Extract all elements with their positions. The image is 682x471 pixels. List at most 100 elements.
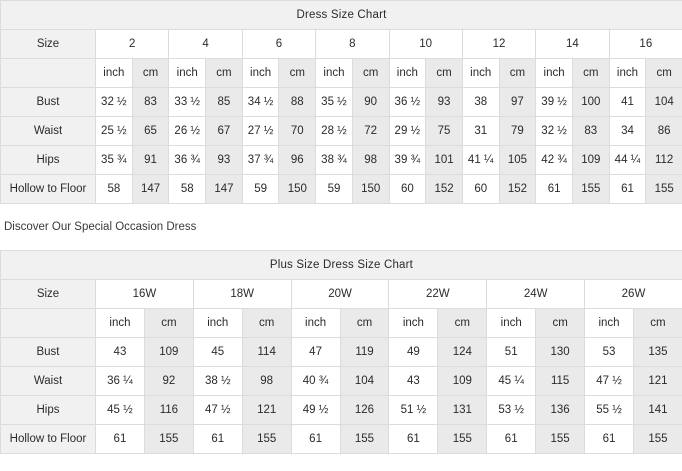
value-cell-inch: 61 (608, 174, 647, 204)
measurement-row: Hips 45 ½ 116 47 ½ 121 49 ½ 126 51 ½ 131 53 ½ 136 5… (0, 395, 682, 425)
value-cell-inch: 26 ½ (168, 116, 207, 146)
value-cell-inch: 27 ½ (241, 116, 280, 146)
value-cell-inch: 36 ¾ (168, 145, 207, 175)
measurement-label: Bust (0, 337, 96, 367)
measurement-row: Bust 43 109 45 114 47 119 49 124 51 130 53 135 (0, 337, 682, 367)
value-cell-cm: 104 (645, 87, 682, 117)
unit-header-cm: cm (143, 308, 194, 338)
size-chart-page: Dress Size Chart Size 2 4 6 8 10 12 14 16 inch cm in… (0, 0, 682, 454)
value-cell-cm: 155 (645, 174, 682, 204)
unit-header-cm: cm (131, 58, 170, 88)
size-header-cell: 10 (388, 29, 463, 59)
value-cell-cm: 150 (351, 174, 390, 204)
chart-title: Plus Size Dress Size Chart (0, 250, 682, 280)
chart-title-row: Dress Size Chart (0, 0, 682, 30)
value-cell-inch: 36 ½ (388, 87, 427, 117)
unit-row-empty-label (0, 58, 96, 88)
value-cell-cm: 126 (339, 395, 390, 425)
value-cell-cm: 100 (571, 87, 610, 117)
unit-header-cm: cm (498, 58, 537, 88)
value-cell-cm: 67 (205, 116, 243, 146)
unit-header-inch: inch (95, 308, 145, 338)
unit-header-cm: cm (205, 58, 243, 88)
special-occasion-caption-text: Discover Our Special Occasion Dress (4, 221, 197, 233)
size-header-cell: 22W (388, 279, 488, 309)
value-cell-cm: 135 (632, 337, 682, 367)
value-cell-cm: 92 (143, 366, 194, 396)
value-cell-inch: 41 ¼ (461, 145, 500, 175)
value-cell-inch: 43 (95, 337, 145, 367)
value-cell-inch: 31 (461, 116, 500, 146)
value-cell-inch: 58 (168, 174, 207, 204)
value-cell-cm: 155 (535, 424, 586, 454)
value-cell-cm: 85 (205, 87, 243, 117)
value-cell-inch: 60 (388, 174, 427, 204)
size-header-cell: 4 (168, 29, 243, 59)
value-cell-inch: 61 (290, 424, 341, 454)
unit-header-cm: cm (632, 308, 682, 338)
value-cell-cm: 152 (425, 174, 463, 204)
value-cell-inch: 59 (315, 174, 353, 204)
value-cell-inch: 45 ¼ (486, 366, 537, 396)
value-cell-inch: 40 ¾ (290, 366, 341, 396)
value-cell-cm: 141 (632, 395, 682, 425)
unit-header-inch: inch (584, 308, 634, 338)
value-cell-inch: 53 ½ (486, 395, 537, 425)
value-cell-cm: 109 (571, 145, 610, 175)
size-header-cell: 16W (95, 279, 194, 309)
value-cell-cm: 147 (205, 174, 243, 204)
value-cell-cm: 150 (278, 174, 317, 204)
measurement-label: Waist (0, 116, 96, 146)
measurement-row: Waist 25 ½ 65 26 ½ 67 27 ½ 70 28 ½ 72 29 ½ 75 31 79 3… (0, 116, 682, 146)
value-cell-cm: 90 (351, 87, 390, 117)
value-cell-cm: 83 (571, 116, 610, 146)
value-cell-inch: 45 (192, 337, 243, 367)
value-cell-cm: 115 (535, 366, 586, 396)
value-cell-inch: 61 (95, 424, 145, 454)
size-header-cell: 2 (94, 29, 170, 59)
unit-header-inch: inch (608, 58, 647, 88)
value-cell-inch: 61 (388, 424, 439, 454)
value-cell-inch: 34 ½ (241, 87, 280, 117)
dress-size-chart-table: Dress Size Chart Size 2 4 6 8 10 12 14 16 inch cm in… (0, 0, 682, 204)
value-cell-inch: 32 ½ (95, 87, 133, 117)
value-cell-inch: 51 ½ (388, 395, 439, 425)
measurement-row: Waist 36 ¼ 92 38 ½ 98 40 ¾ 104 43 109 45 ¼ 115 47 ½… (0, 366, 682, 396)
value-cell-cm: 65 (131, 116, 170, 146)
value-cell-cm: 155 (143, 424, 194, 454)
unit-header-inch: inch (486, 308, 537, 338)
value-cell-cm: 97 (498, 87, 537, 117)
unit-header-cm: cm (241, 308, 292, 338)
measurement-row: Bust 32 ½ 83 33 ½ 85 34 ½ 88 35 ½ 90 36 ½ 93 38 97 39… (0, 87, 682, 117)
value-cell-cm: 119 (339, 337, 390, 367)
unit-header-row: inch cm inch cm inch cm inch cm inch cm inch cm (0, 308, 682, 338)
unit-header-row: inch cm inch cm inch cm inch cm inch cm inch cm inch… (0, 58, 682, 88)
unit-header-cm: cm (278, 58, 317, 88)
size-header-cell: 6 (241, 29, 317, 59)
value-cell-cm: 101 (425, 145, 463, 175)
value-cell-inch: 59 (241, 174, 280, 204)
value-cell-cm: 98 (241, 366, 292, 396)
size-header-cell: 12 (461, 29, 537, 59)
size-header-cell: 20W (290, 279, 390, 309)
unit-header-cm: cm (437, 308, 488, 338)
value-cell-inch: 61 (535, 174, 573, 204)
value-cell-inch: 47 ½ (192, 395, 243, 425)
value-cell-cm: 121 (632, 366, 682, 396)
value-cell-inch: 39 ½ (535, 87, 573, 117)
measurement-label: Hollow to Floor (0, 424, 96, 454)
value-cell-cm: 114 (241, 337, 292, 367)
value-cell-inch: 47 (290, 337, 341, 367)
size-header-cell: 18W (192, 279, 292, 309)
value-cell-cm: 72 (351, 116, 390, 146)
value-cell-inch: 35 ½ (315, 87, 353, 117)
size-header-cell: 24W (486, 279, 586, 309)
value-cell-inch: 43 (388, 366, 439, 396)
value-cell-inch: 25 ½ (95, 116, 133, 146)
size-header-cell: 16 (608, 29, 682, 59)
value-cell-inch: 38 ¾ (315, 145, 353, 175)
unit-header-inch: inch (315, 58, 353, 88)
value-cell-inch: 33 ½ (168, 87, 207, 117)
value-cell-inch: 51 (486, 337, 537, 367)
